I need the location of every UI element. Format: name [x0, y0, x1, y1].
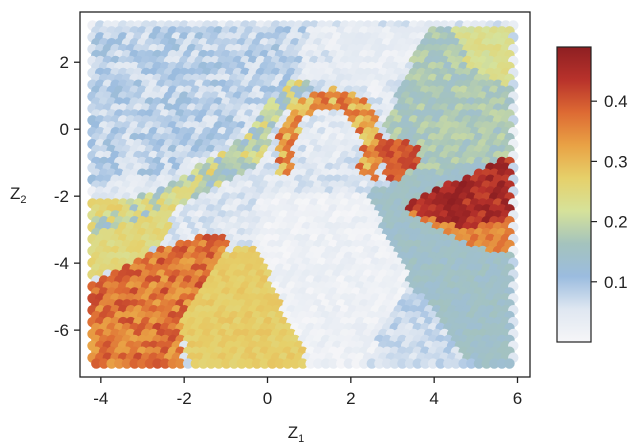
heatmap-cell — [397, 358, 408, 369]
heatmap-cell — [297, 358, 309, 369]
heatmap-cell — [481, 358, 492, 369]
y-axis-label: Z2 — [10, 184, 27, 206]
heatmap-cell — [427, 358, 439, 369]
heatmap-cells — [87, 20, 519, 369]
colorbar-tick-label: 0.1 — [604, 273, 628, 292]
heatmap-cell — [366, 358, 377, 369]
heatmap-cell — [251, 358, 263, 369]
colorbar-tick-label: 0.2 — [604, 213, 628, 232]
colorbar-ticks: 0.1 0.2 0.3 0.4 — [591, 92, 628, 292]
x-axis: -4 -2 0 2 4 6 — [93, 377, 522, 408]
heatmap-cell — [435, 358, 446, 369]
heatmap-cell — [420, 358, 431, 369]
heatmap-cell — [98, 358, 110, 369]
heatmap-cell — [336, 358, 347, 369]
heatmap-cell — [106, 358, 117, 369]
heatmap-cell — [221, 358, 232, 369]
heatmap-cell — [190, 358, 201, 369]
heatmap-cell — [489, 358, 500, 369]
heatmap-cell — [389, 358, 400, 369]
x-tick-label: -4 — [93, 389, 108, 408]
heatmap-cell — [473, 358, 485, 369]
x-tick-label: -2 — [177, 389, 192, 408]
heatmap-cell — [205, 358, 217, 369]
heatmap-cell — [152, 358, 163, 369]
heatmap-cell — [496, 358, 508, 369]
plot-frame — [79, 11, 531, 378]
heatmap-cell — [129, 358, 140, 369]
heatmap-cell — [343, 358, 354, 369]
heatmap-cell — [236, 358, 247, 369]
heatmap-cell — [182, 358, 194, 369]
y-tick-label: -4 — [54, 254, 69, 273]
heatmap-cell — [213, 358, 224, 369]
heatmap-cell — [91, 358, 102, 369]
heatmap-cell — [351, 358, 362, 369]
colorbar — [556, 46, 592, 343]
heatmap-cell — [328, 358, 339, 369]
heatmap-cell — [198, 358, 209, 369]
heatmap-cell — [404, 358, 416, 369]
heatmap-cell — [458, 358, 469, 369]
heatmap-cell — [504, 358, 515, 369]
heatmap-cell — [412, 358, 423, 369]
heatmap-cell — [114, 358, 125, 369]
y-tick-label: 0 — [60, 120, 69, 139]
heatmap-cell — [320, 358, 332, 369]
y-tick-label: -6 — [54, 321, 69, 340]
heatmap-cell — [443, 358, 454, 369]
heatmap-cell — [381, 358, 393, 369]
heatmap-cell — [160, 358, 171, 369]
heatmap-cell — [282, 358, 293, 369]
x-tick-label: 2 — [346, 389, 355, 408]
heatmap-cell — [374, 358, 385, 369]
heatmap-cell — [450, 358, 462, 369]
x-tick-label: 0 — [263, 389, 272, 408]
x-tick-label: 6 — [513, 389, 522, 408]
heatmap-cell — [259, 358, 270, 369]
heatmap-cell — [144, 358, 156, 369]
heatmap-cell — [137, 358, 148, 369]
heatmap-cell — [244, 358, 255, 369]
heatmap-cell — [313, 358, 324, 369]
heatmap-cell — [267, 358, 278, 369]
x-axis-label: Z1 — [288, 423, 305, 445]
y-tick-label: 2 — [60, 53, 69, 72]
heatmap-cell — [274, 358, 286, 369]
colorbar-tick-label: 0.4 — [604, 92, 628, 111]
heatmap-cell — [290, 358, 301, 369]
heatmap-cell — [358, 358, 370, 369]
heatmap-cell — [305, 358, 316, 369]
heatmap-cell — [167, 358, 178, 369]
heatmap-cell — [466, 358, 477, 369]
heatmap-cell — [228, 358, 240, 369]
colorbar-tick-label: 0.3 — [604, 152, 628, 171]
y-axis: 2 0 -2 -4 -6 — [54, 53, 80, 340]
heatmap-cell — [175, 358, 186, 369]
heatmap-cell — [121, 358, 133, 369]
x-tick-label: 4 — [429, 389, 438, 408]
y-tick-label: -2 — [54, 187, 69, 206]
